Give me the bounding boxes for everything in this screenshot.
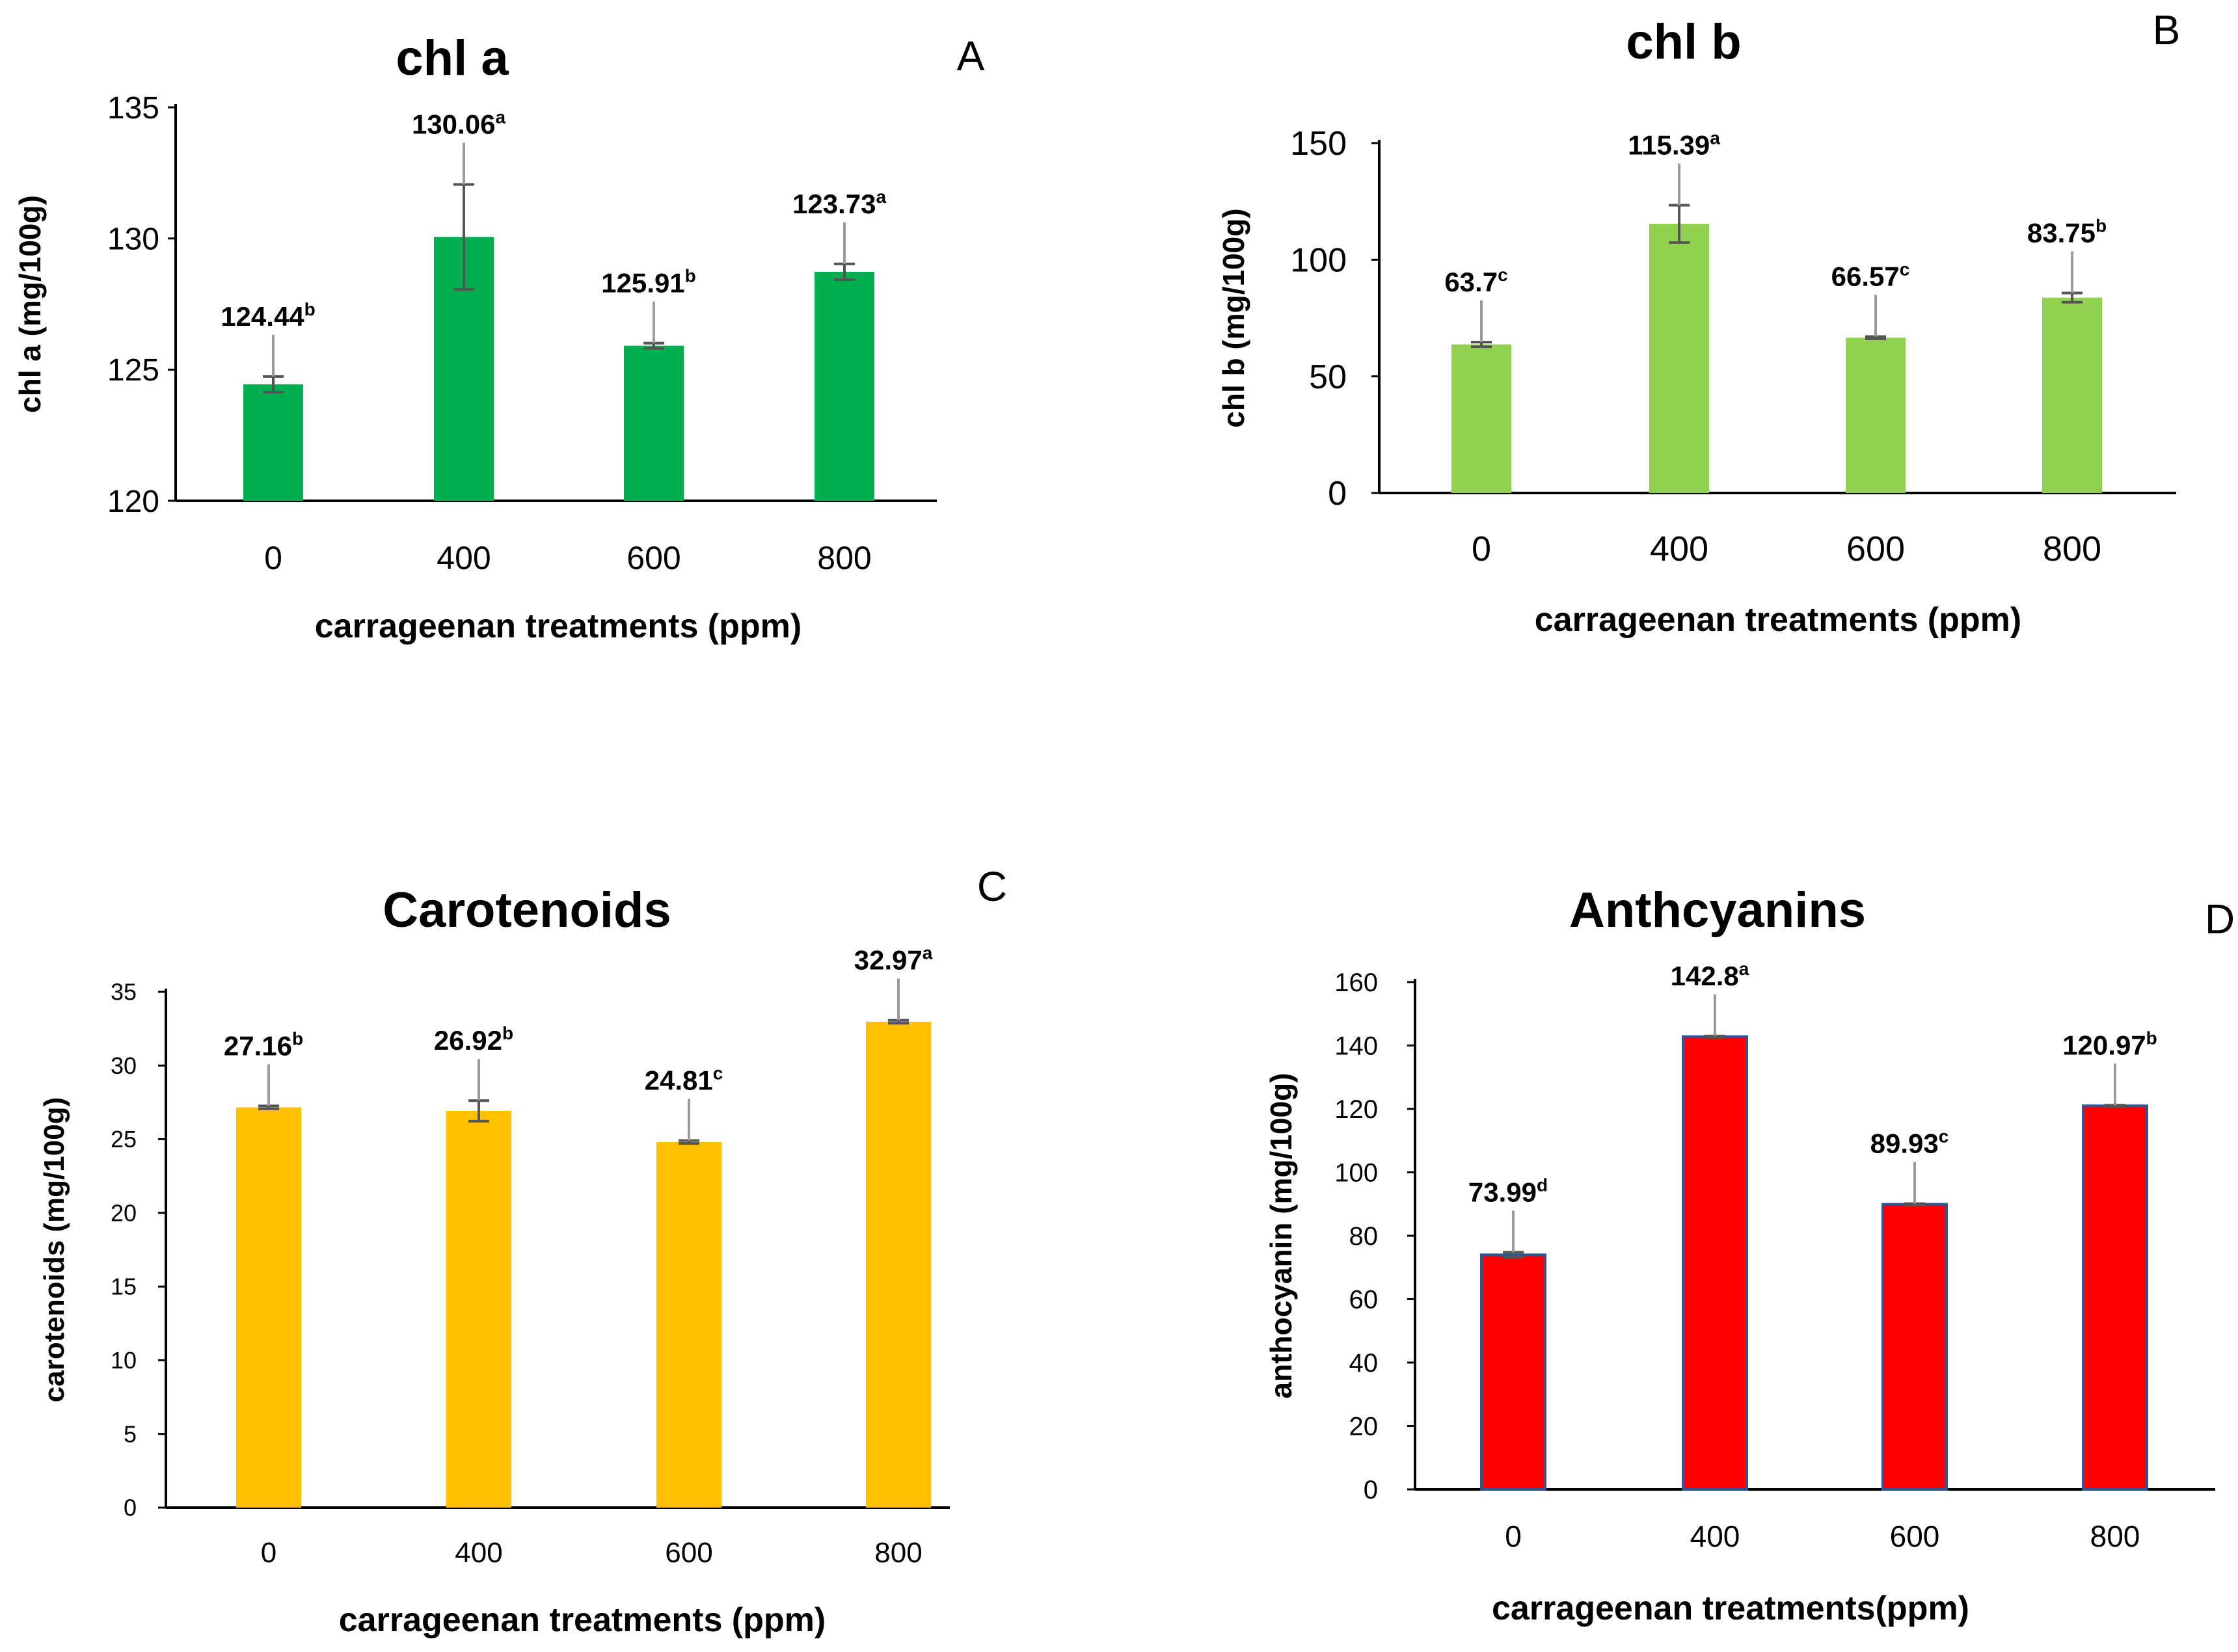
y-tick-label: 100 (1290, 242, 1347, 280)
data-label: 73.99d (1468, 1175, 1548, 1207)
bar (1846, 338, 1906, 493)
x-tick-label: 600 (665, 1537, 712, 1569)
y-tick-label: 35 (111, 979, 137, 1006)
x-tick-label: 0 (1472, 529, 1491, 568)
data-label: 115.39a (1628, 127, 1720, 160)
x-tick-label: 400 (455, 1537, 502, 1569)
panel-letter: C (977, 863, 1007, 910)
data-label: 27.16b (224, 1028, 303, 1061)
chart-title: chl b (1626, 14, 1741, 70)
data-label: 63.7c (1444, 265, 1507, 297)
bar (1480, 1253, 1546, 1491)
x-tick-label: 600 (1890, 1519, 1940, 1553)
y-tick-label: 150 (1290, 125, 1347, 163)
y-tick-label: 125 (107, 353, 159, 388)
data-label: 24.81c (645, 1063, 723, 1096)
y-tick-label: 0 (1364, 1476, 1378, 1504)
y-tick-label: 135 (107, 91, 159, 126)
chart-panel-a: chl a A 120 125 130 135 chl a (mg/100g) carrage… (13, 31, 985, 645)
x-tick-label: 800 (2043, 529, 2101, 568)
bar (2042, 297, 2102, 493)
y-tick-label: 0 (124, 1495, 137, 1521)
bar (866, 1021, 931, 1508)
y-axis-label: carotenoids (mg/100g) (38, 1097, 70, 1402)
y-tick-label: 20 (1349, 1413, 1379, 1441)
data-label: 124.44b (221, 299, 316, 332)
y-axis-label: chl b (mg/100g) (1217, 208, 1250, 427)
chart-panel-c: Carotenoids C 0 5 10 15 20 25 30 35 carotenoids (m… (38, 863, 1007, 1639)
bar (656, 1141, 721, 1508)
bar (446, 1111, 511, 1508)
bar (243, 384, 303, 501)
data-label: 83.75b (2027, 215, 2107, 248)
y-tick-label: 25 (111, 1126, 137, 1152)
x-tick-label: 400 (437, 540, 491, 576)
x-axis-label: carrageenan treatments (ppm) (315, 607, 802, 645)
bar (815, 271, 874, 501)
bar (624, 345, 684, 501)
x-tick-label: 0 (264, 540, 282, 576)
y-tick-label: 5 (124, 1420, 137, 1447)
panel-letter: A (957, 33, 985, 79)
y-tick-label: 30 (111, 1052, 137, 1079)
chart-title: Anthcyanins (1569, 883, 1866, 938)
y-tick-label: 10 (111, 1347, 137, 1374)
x-axis-label: carrageenan treatments (ppm) (1535, 601, 2021, 639)
bar (1682, 1035, 1748, 1491)
data-label: 26.92b (434, 1023, 513, 1056)
y-tick-label: 120 (107, 485, 159, 519)
data-label: 120.97b (2062, 1028, 2157, 1060)
bar (236, 1107, 301, 1508)
x-tick-label: 800 (817, 540, 871, 576)
chart-title: chl a (396, 31, 509, 86)
bar (1881, 1203, 1948, 1491)
x-tick-label: 800 (2090, 1519, 2140, 1553)
x-tick-label: 800 (874, 1537, 922, 1569)
y-tick-label: 50 (1309, 358, 1347, 396)
x-tick-label: 400 (1650, 529, 1708, 568)
data-label: 123.73a (792, 187, 886, 219)
y-tick-label: 130 (107, 222, 159, 256)
x-tick-label: 400 (1690, 1519, 1740, 1553)
y-tick-label: 40 (1349, 1349, 1379, 1378)
data-label: 32.97a (854, 943, 933, 976)
data-label: 142.8a (1671, 959, 1749, 991)
data-label: 66.57c (1831, 259, 1910, 291)
x-tick-label: 600 (627, 540, 681, 576)
data-label: 130.06a (412, 107, 506, 140)
y-tick-label: 160 (1334, 968, 1378, 997)
bar (1451, 344, 1511, 493)
panel-letter: B (2153, 7, 2181, 53)
panel-letter: D (2205, 896, 2235, 942)
y-axis-label: anthocyanin (mg/100g) (1264, 1073, 1298, 1399)
data-label: 125.91b (601, 266, 696, 299)
x-tick-label: 0 (261, 1537, 276, 1569)
y-tick-label: 20 (111, 1199, 137, 1226)
data-label: 89.93c (1870, 1126, 1949, 1159)
y-tick-label: 0 (1328, 475, 1347, 513)
y-tick-label: 140 (1334, 1032, 1378, 1061)
x-axis-label: carrageenan treatments (ppm) (339, 1601, 826, 1639)
y-tick-label: 80 (1349, 1222, 1379, 1251)
chart-panel-d: Anthcyanins D 0 20 40 60 80 100 120 140 160 anthocy… (1264, 883, 2235, 1627)
bar (1649, 224, 1709, 493)
x-tick-label: 600 (1846, 529, 1905, 568)
x-tick-label: 0 (1505, 1519, 1522, 1553)
chart-title: Carotenoids (383, 883, 671, 938)
y-axis-label: chl a (mg/100g) (13, 195, 47, 413)
y-tick-label: 15 (111, 1273, 137, 1300)
y-tick-label: 100 (1334, 1159, 1378, 1188)
x-axis-label: carrageenan treatments(ppm) (1492, 1590, 1969, 1627)
y-tick-label: 60 (1349, 1286, 1379, 1314)
y-tick-label: 120 (1334, 1095, 1378, 1124)
bar (2082, 1104, 2148, 1491)
chart-panel-b: chl b B 0 50 100 150 chl b (mg/100g) carrageena… (1217, 7, 2180, 639)
